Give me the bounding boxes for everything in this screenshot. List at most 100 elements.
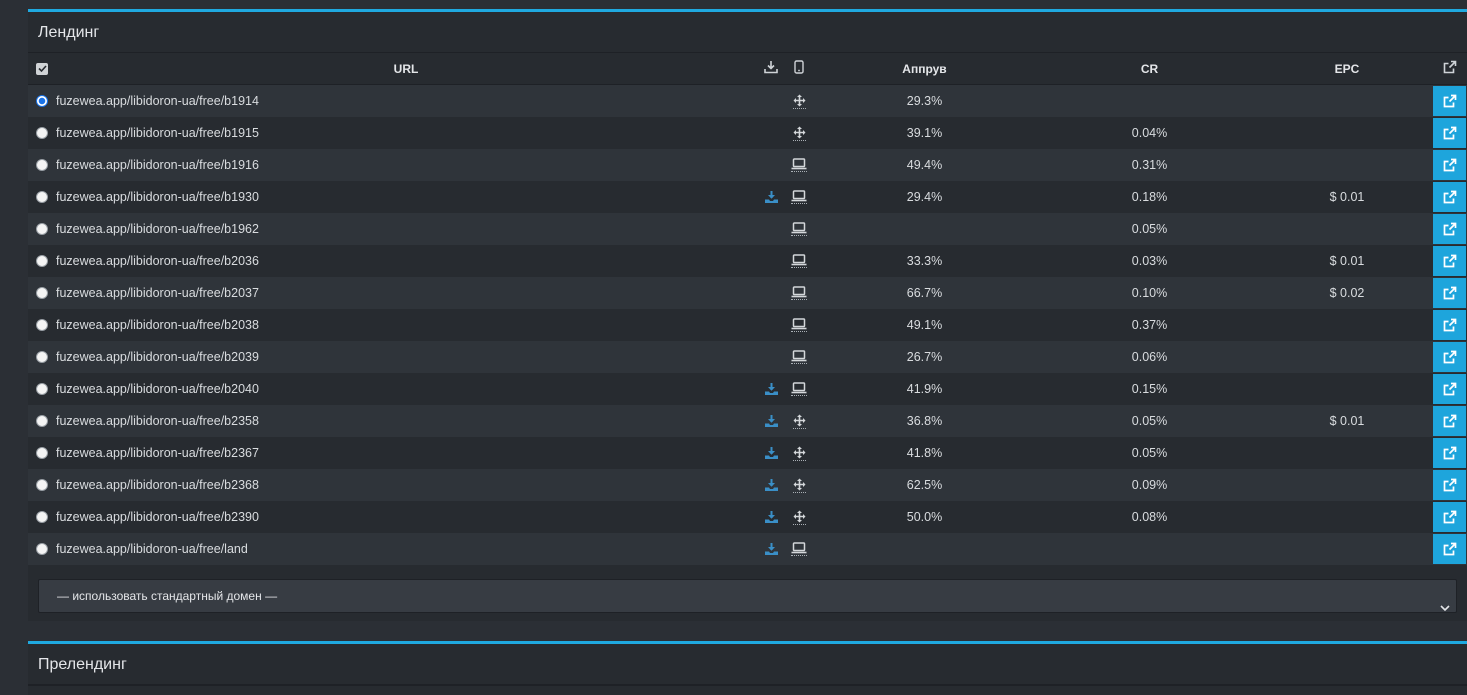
column-header-cr[interactable]: CR [1140,61,1159,76]
open-landing-button[interactable] [1433,118,1466,148]
external-link-icon [1443,286,1457,300]
external-link-icon [1443,414,1457,428]
open-landing-button[interactable] [1433,374,1466,404]
table-row[interactable]: fuzewea.app/libidoron-ua/free/b1916 49.4%… [28,149,1467,181]
download-icon[interactable] [764,542,779,556]
download-icon[interactable] [764,190,779,204]
move-arrows-icon [792,414,806,429]
landing-url: fuzewea.app/libidoron-ua/free/b1915 [56,126,259,140]
landing-radio[interactable] [36,127,48,139]
column-header-url[interactable]: URL [393,61,419,76]
open-landing-button[interactable] [1433,534,1466,564]
external-link-icon [1443,126,1457,140]
landing-radio[interactable] [36,319,48,331]
table-row[interactable]: fuzewea.app/libidoron-ua/free/b2036 33.3%… [28,245,1467,277]
table-row[interactable]: fuzewea.app/libidoron-ua/free/b2390 50.0%… [28,501,1467,533]
open-landing-button[interactable] [1433,86,1466,116]
domain-select[interactable]: — использовать стандартный домен — [38,579,1457,613]
external-link-icon [1443,382,1457,396]
cr-value: 0.09% [1131,478,1168,492]
landing-radio[interactable] [36,191,48,203]
open-landing-button[interactable] [1433,246,1466,276]
table-row[interactable]: fuzewea.app/libidoron-ua/free/b1962 0.05% [28,213,1467,245]
landing-radio[interactable] [36,415,48,427]
external-link-icon [1443,254,1457,268]
open-landing-button[interactable] [1433,150,1466,180]
chevron-down-icon [1440,592,1450,624]
table-row[interactable]: fuzewea.app/libidoron-ua/free/b1914 29.3% [28,85,1467,117]
external-link-icon [1443,542,1457,556]
landing-radio[interactable] [36,511,48,523]
column-header-approve[interactable]: Аппрув [902,61,947,76]
landing-url: fuzewea.app/libidoron-ua/free/b1930 [56,190,259,204]
cr-value: 0.05% [1131,446,1168,460]
table-row[interactable]: fuzewea.app/libidoron-ua/free/b2038 49.1%… [28,309,1467,341]
open-landing-button[interactable] [1433,502,1466,532]
download-icon[interactable] [764,382,779,396]
domain-select-value: — использовать стандартный домен — [57,589,278,603]
cr-value: 0.05% [1131,222,1168,236]
approve-value: 36.8% [906,414,943,428]
table-row[interactable]: fuzewea.app/libidoron-ua/free/b2040 41.9%… [28,373,1467,405]
prelanding-panel-title: Прелендинг [28,644,1467,685]
laptop-icon [791,222,807,236]
move-arrows-icon [792,94,806,109]
landing-url: fuzewea.app/libidoron-ua/free/b2036 [56,254,259,268]
prelanding-table-header [28,685,1467,695]
table-row[interactable]: fuzewea.app/libidoron-ua/free/b2037 66.7%… [28,277,1467,309]
external-link-icon [1443,94,1457,108]
approve-value: 29.3% [906,94,943,108]
open-landing-button[interactable] [1433,214,1466,244]
table-row[interactable]: fuzewea.app/libidoron-ua/free/b2039 26.7%… [28,341,1467,373]
cr-value: 0.03% [1131,254,1168,268]
landing-radio[interactable] [36,159,48,171]
table-row[interactable]: fuzewea.app/libidoron-ua/free/b1930 29.4%… [28,181,1467,213]
landing-radio[interactable] [36,447,48,459]
move-arrows-icon [792,510,806,525]
landing-radio[interactable] [36,287,48,299]
landing-radio[interactable] [36,351,48,363]
download-icon[interactable] [764,478,779,492]
epc-value: $ 0.02 [1329,286,1365,300]
landing-radio[interactable] [36,543,48,555]
cr-value: 0.08% [1131,510,1168,524]
download-icon [764,60,778,77]
landing-radio[interactable] [36,255,48,267]
approve-value: 39.1% [906,126,943,140]
laptop-icon [791,158,807,172]
download-icon[interactable] [764,414,779,428]
landing-url: fuzewea.app/libidoron-ua/free/b2037 [56,286,259,300]
open-landing-button[interactable] [1433,342,1466,372]
external-link-icon [1443,446,1457,460]
landing-url: fuzewea.app/libidoron-ua/free/b2038 [56,318,259,332]
column-header-epc[interactable]: EPC [1334,61,1360,76]
open-landing-button[interactable] [1433,438,1466,468]
landing-url: fuzewea.app/libidoron-ua/free/land [56,542,248,556]
approve-value: 29.4% [906,190,943,204]
open-landing-button[interactable] [1433,182,1466,212]
download-icon[interactable] [764,510,779,524]
open-landing-button[interactable] [1433,406,1466,436]
table-row[interactable]: fuzewea.app/libidoron-ua/free/land [28,533,1467,565]
table-row[interactable]: fuzewea.app/libidoron-ua/free/b1915 39.1%… [28,117,1467,149]
select-all-checkbox[interactable] [36,62,48,75]
open-landing-button[interactable] [1433,278,1466,308]
landing-radio[interactable] [36,223,48,235]
landing-radio[interactable] [36,479,48,491]
landing-radio[interactable] [36,383,48,395]
external-link-icon [1443,478,1457,492]
epc-value: $ 0.01 [1329,414,1365,428]
table-row[interactable]: fuzewea.app/libidoron-ua/free/b2367 41.8%… [28,437,1467,469]
open-landing-button[interactable] [1433,310,1466,340]
external-link-icon [1443,190,1457,204]
landing-url: fuzewea.app/libidoron-ua/free/b1914 [56,94,259,108]
landing-url: fuzewea.app/libidoron-ua/free/b1916 [56,158,259,172]
table-row[interactable]: fuzewea.app/libidoron-ua/free/b2368 62.5%… [28,469,1467,501]
prelanding-panel: Прелендинг [28,641,1467,695]
download-icon[interactable] [764,446,779,460]
external-link-icon [1443,510,1457,524]
external-link-icon [1443,350,1457,364]
open-landing-button[interactable] [1433,470,1466,500]
table-row[interactable]: fuzewea.app/libidoron-ua/free/b2358 36.8%… [28,405,1467,437]
landing-radio[interactable] [36,95,48,107]
